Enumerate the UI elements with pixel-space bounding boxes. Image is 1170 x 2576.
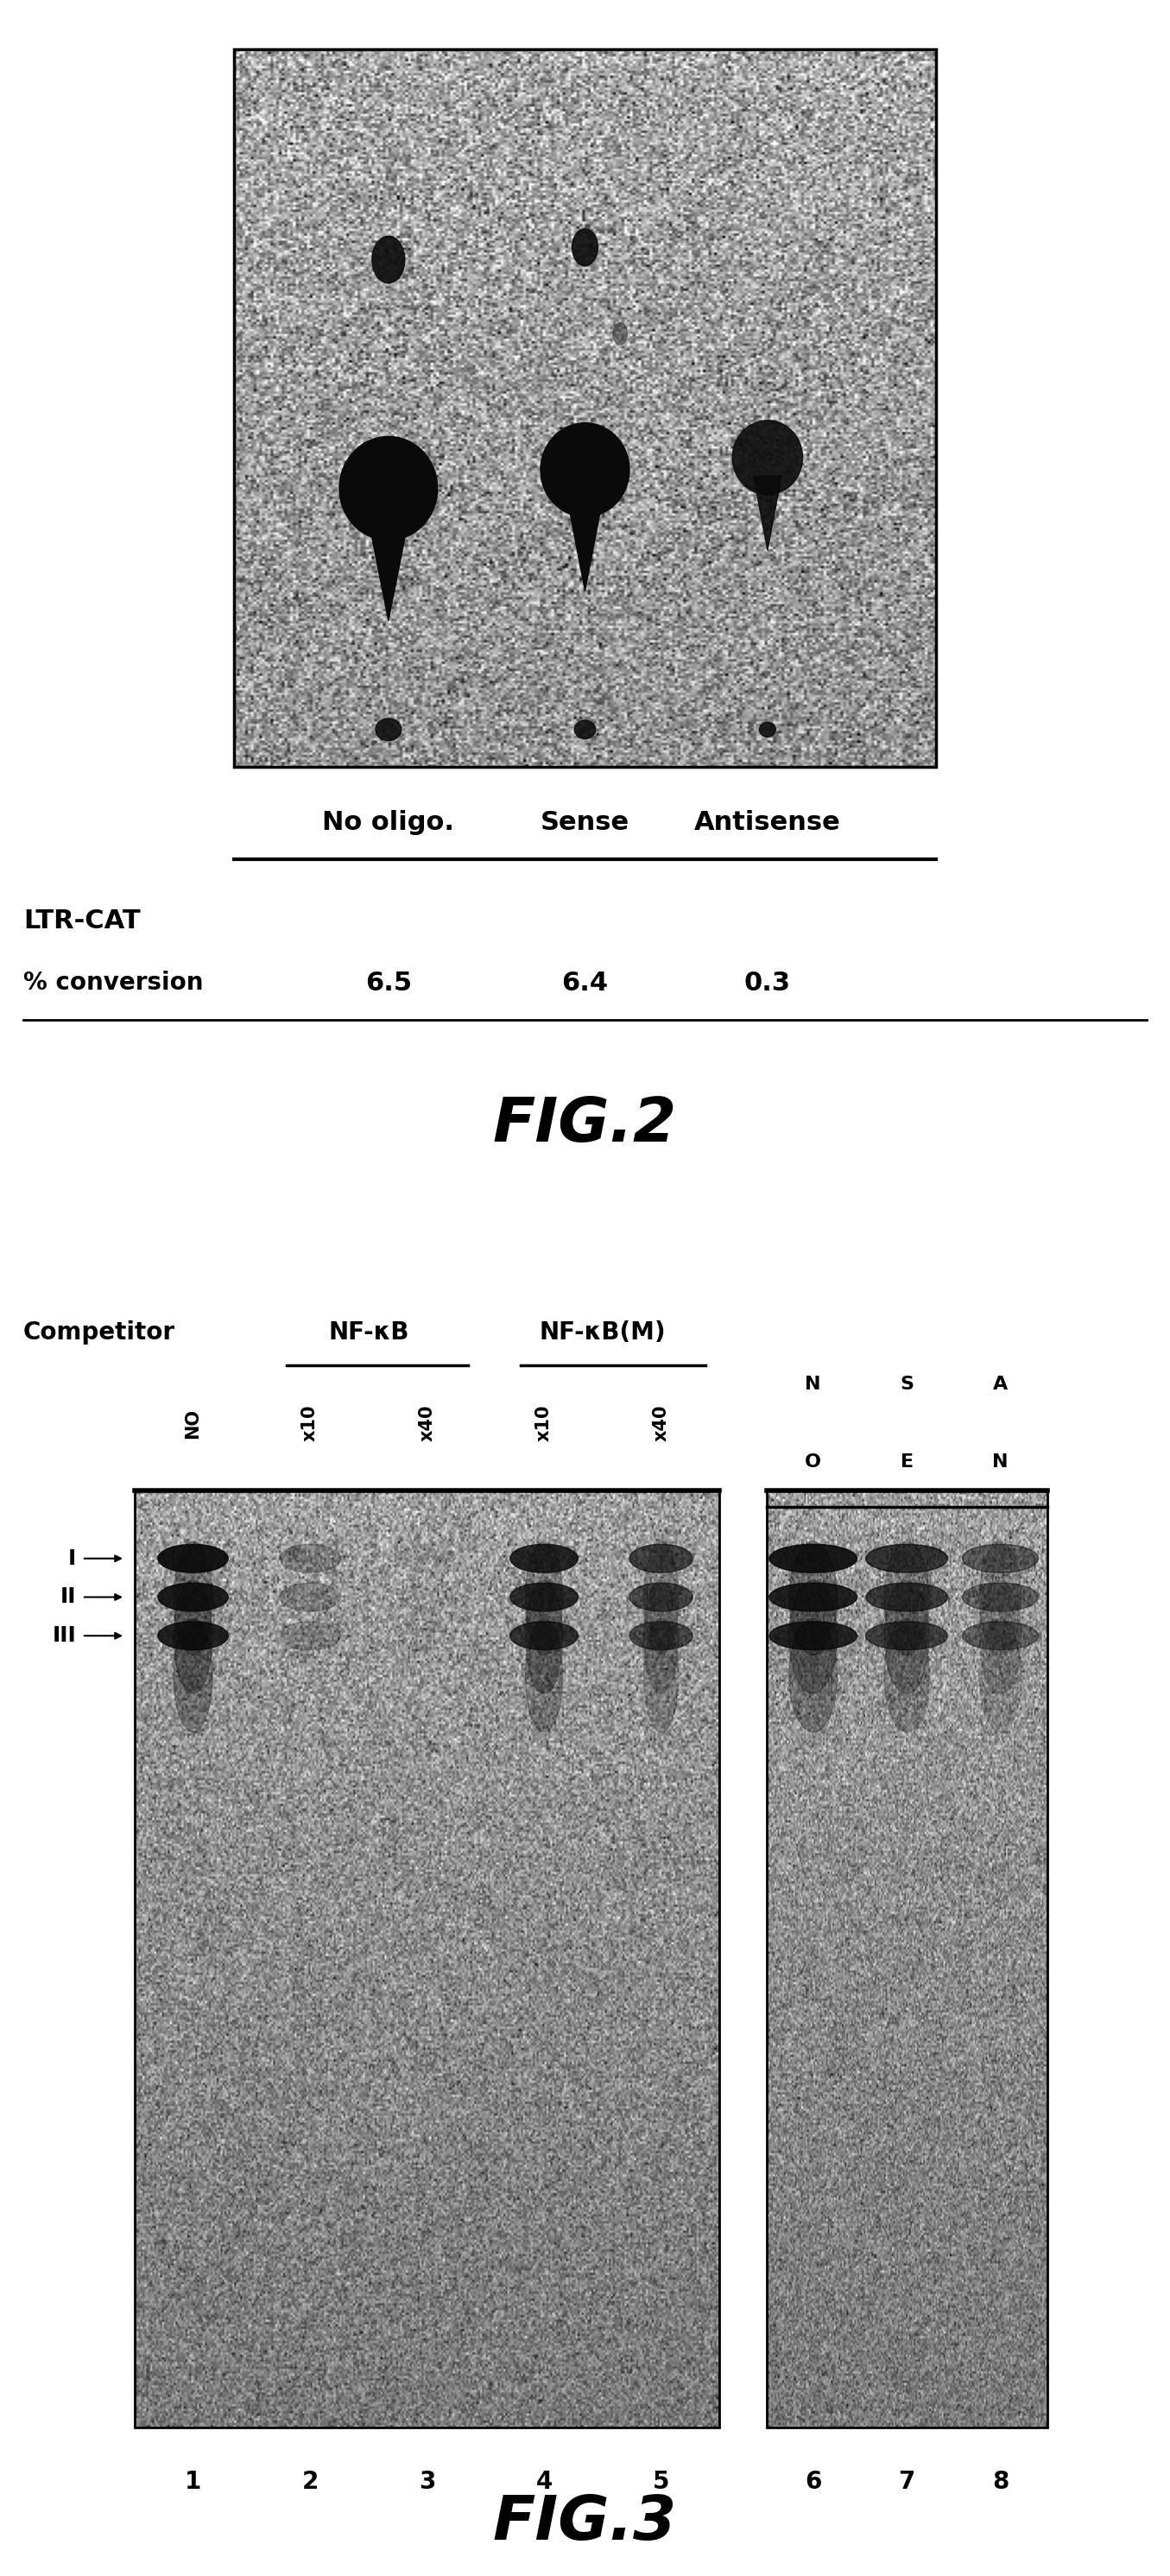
Polygon shape bbox=[566, 495, 604, 590]
Ellipse shape bbox=[510, 1543, 578, 1571]
Ellipse shape bbox=[376, 719, 401, 742]
Ellipse shape bbox=[510, 1582, 578, 1613]
Text: 6.4: 6.4 bbox=[562, 971, 608, 997]
Text: 2: 2 bbox=[302, 2470, 318, 2494]
Text: N: N bbox=[805, 1376, 821, 1394]
Ellipse shape bbox=[644, 1618, 679, 1731]
Ellipse shape bbox=[510, 1623, 578, 1649]
Ellipse shape bbox=[866, 1582, 948, 1613]
Ellipse shape bbox=[399, 1543, 455, 1571]
Ellipse shape bbox=[525, 1579, 563, 1692]
Text: 0.3: 0.3 bbox=[744, 971, 791, 997]
Text: O: O bbox=[805, 1453, 821, 1471]
Text: x10: x10 bbox=[302, 1404, 318, 1443]
Ellipse shape bbox=[280, 1543, 340, 1571]
Text: x10: x10 bbox=[536, 1404, 552, 1443]
Ellipse shape bbox=[574, 721, 596, 739]
Ellipse shape bbox=[158, 1543, 228, 1571]
Ellipse shape bbox=[866, 1623, 948, 1649]
Ellipse shape bbox=[158, 1623, 228, 1649]
Text: I: I bbox=[68, 1548, 76, 1569]
Circle shape bbox=[339, 435, 438, 541]
Text: FIG.3: FIG.3 bbox=[493, 2494, 677, 2553]
Ellipse shape bbox=[280, 1623, 340, 1649]
Text: 5: 5 bbox=[653, 2470, 669, 2494]
Text: Competitor: Competitor bbox=[23, 1319, 176, 1345]
Text: FIG.2: FIG.2 bbox=[493, 1095, 677, 1154]
Ellipse shape bbox=[525, 1618, 563, 1731]
Text: Antisense: Antisense bbox=[694, 809, 841, 835]
Text: E: E bbox=[900, 1453, 914, 1471]
Ellipse shape bbox=[158, 1582, 228, 1613]
Ellipse shape bbox=[629, 1623, 693, 1649]
Text: 7: 7 bbox=[899, 2470, 915, 2494]
Ellipse shape bbox=[885, 1579, 929, 1692]
Ellipse shape bbox=[789, 1579, 838, 1692]
Ellipse shape bbox=[174, 1618, 213, 1731]
Ellipse shape bbox=[962, 1582, 1038, 1613]
Ellipse shape bbox=[759, 721, 776, 737]
Text: x40: x40 bbox=[653, 1404, 669, 1443]
Ellipse shape bbox=[174, 1540, 213, 1654]
Text: NF-κB(M): NF-κB(M) bbox=[539, 1319, 666, 1345]
Ellipse shape bbox=[613, 322, 627, 345]
Text: % conversion: % conversion bbox=[23, 971, 204, 994]
Ellipse shape bbox=[866, 1543, 948, 1571]
Text: III: III bbox=[53, 1625, 76, 1646]
Bar bbox=[766, 1489, 1047, 2427]
Text: NF-κB: NF-κB bbox=[328, 1319, 410, 1345]
Text: 6: 6 bbox=[805, 2470, 821, 2494]
Circle shape bbox=[541, 422, 629, 518]
Bar bbox=[135, 1489, 720, 2427]
Text: 4: 4 bbox=[536, 2470, 552, 2494]
Ellipse shape bbox=[644, 1579, 679, 1692]
Ellipse shape bbox=[979, 1579, 1021, 1692]
Ellipse shape bbox=[174, 1579, 213, 1692]
Ellipse shape bbox=[885, 1618, 929, 1731]
Ellipse shape bbox=[979, 1540, 1021, 1654]
Text: No oligo.: No oligo. bbox=[323, 809, 454, 835]
Ellipse shape bbox=[885, 1540, 929, 1654]
Text: x40: x40 bbox=[419, 1404, 435, 1443]
Text: 6.5: 6.5 bbox=[365, 971, 412, 997]
Ellipse shape bbox=[629, 1582, 693, 1613]
Text: 8: 8 bbox=[992, 2470, 1009, 2494]
Text: S: S bbox=[900, 1376, 914, 1394]
Ellipse shape bbox=[280, 1582, 340, 1613]
Ellipse shape bbox=[789, 1618, 838, 1731]
Ellipse shape bbox=[525, 1540, 563, 1654]
Ellipse shape bbox=[962, 1543, 1038, 1571]
Ellipse shape bbox=[629, 1543, 693, 1571]
Text: 1: 1 bbox=[185, 2470, 201, 2494]
Text: II: II bbox=[60, 1587, 76, 1607]
Ellipse shape bbox=[770, 1623, 856, 1649]
Ellipse shape bbox=[372, 237, 405, 283]
Text: NO: NO bbox=[185, 1409, 201, 1437]
Polygon shape bbox=[753, 477, 782, 551]
Text: LTR-CAT: LTR-CAT bbox=[23, 909, 140, 935]
Bar bbox=[234, 49, 936, 768]
Text: 3: 3 bbox=[419, 2470, 435, 2494]
Ellipse shape bbox=[399, 1623, 455, 1649]
Ellipse shape bbox=[789, 1540, 838, 1654]
Ellipse shape bbox=[572, 229, 598, 265]
Ellipse shape bbox=[770, 1543, 856, 1571]
Polygon shape bbox=[367, 515, 410, 621]
Ellipse shape bbox=[644, 1540, 679, 1654]
Ellipse shape bbox=[770, 1582, 856, 1613]
Ellipse shape bbox=[979, 1618, 1021, 1731]
Text: N: N bbox=[992, 1453, 1009, 1471]
Ellipse shape bbox=[399, 1582, 455, 1613]
Ellipse shape bbox=[962, 1623, 1038, 1649]
Circle shape bbox=[732, 420, 803, 495]
Text: Sense: Sense bbox=[541, 809, 629, 835]
Text: A: A bbox=[993, 1376, 1007, 1394]
